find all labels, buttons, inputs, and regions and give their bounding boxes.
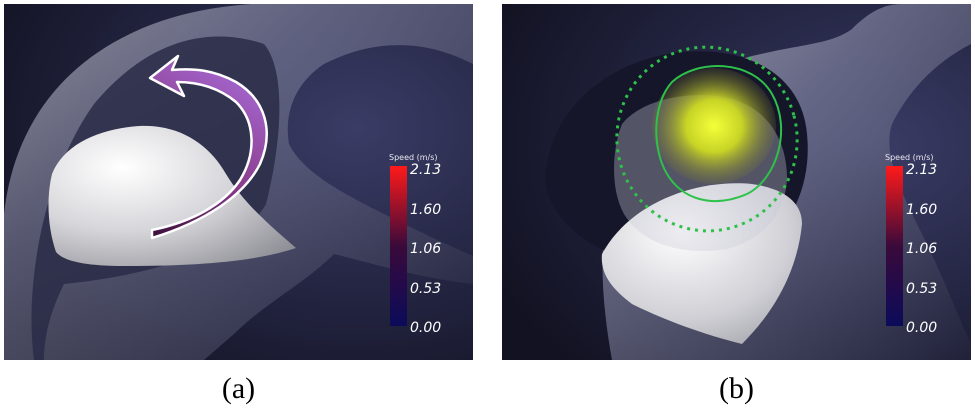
colorbar-tick: 0.53 xyxy=(906,281,937,297)
colorbar-tick: 1.60 xyxy=(410,202,441,218)
colorbar-gradient xyxy=(390,166,407,326)
colorbar-gradient xyxy=(886,166,903,326)
colorbar-tick: 2.13 xyxy=(906,162,937,178)
panel-a: Speed (m/s) 2.13 1.60 1.06 0.53 0.00 xyxy=(4,4,473,360)
panel-b-render: Speed (m/s) 2.13 1.60 1.06 0.53 0.00 xyxy=(502,4,971,360)
colorbar-title: Speed (m/s) xyxy=(389,153,438,162)
colorbar-tick: 0.53 xyxy=(410,281,441,297)
colorbar-tick: 1.60 xyxy=(906,202,937,218)
colorbar-tick: 2.13 xyxy=(410,162,441,178)
colorbar-tick: 0.00 xyxy=(410,320,441,336)
jet-contour-solid xyxy=(655,65,783,203)
panel-a-render: Speed (m/s) 2.13 1.60 1.06 0.53 0.00 xyxy=(4,4,473,360)
colorbar-tick: 1.06 xyxy=(906,241,937,257)
jet-core xyxy=(652,68,776,184)
colorbar-a: Speed (m/s) 2.13 1.60 1.06 0.53 0.00 xyxy=(389,153,441,336)
colorbar-tick: 0.00 xyxy=(906,320,937,336)
colorbar-tick: 1.06 xyxy=(410,241,441,257)
panel-b: Speed (m/s) 2.13 1.60 1.06 0.53 0.00 xyxy=(502,4,971,360)
flow-arrow xyxy=(148,54,268,240)
colorbar-b: Speed (m/s) 2.13 1.60 1.06 0.53 0.00 xyxy=(885,153,937,336)
colorbar-title: Speed (m/s) xyxy=(885,153,934,162)
jet-contour-dotted xyxy=(615,45,799,233)
caption-a: (a) xyxy=(221,372,256,405)
caption-b: (b) xyxy=(719,372,754,405)
